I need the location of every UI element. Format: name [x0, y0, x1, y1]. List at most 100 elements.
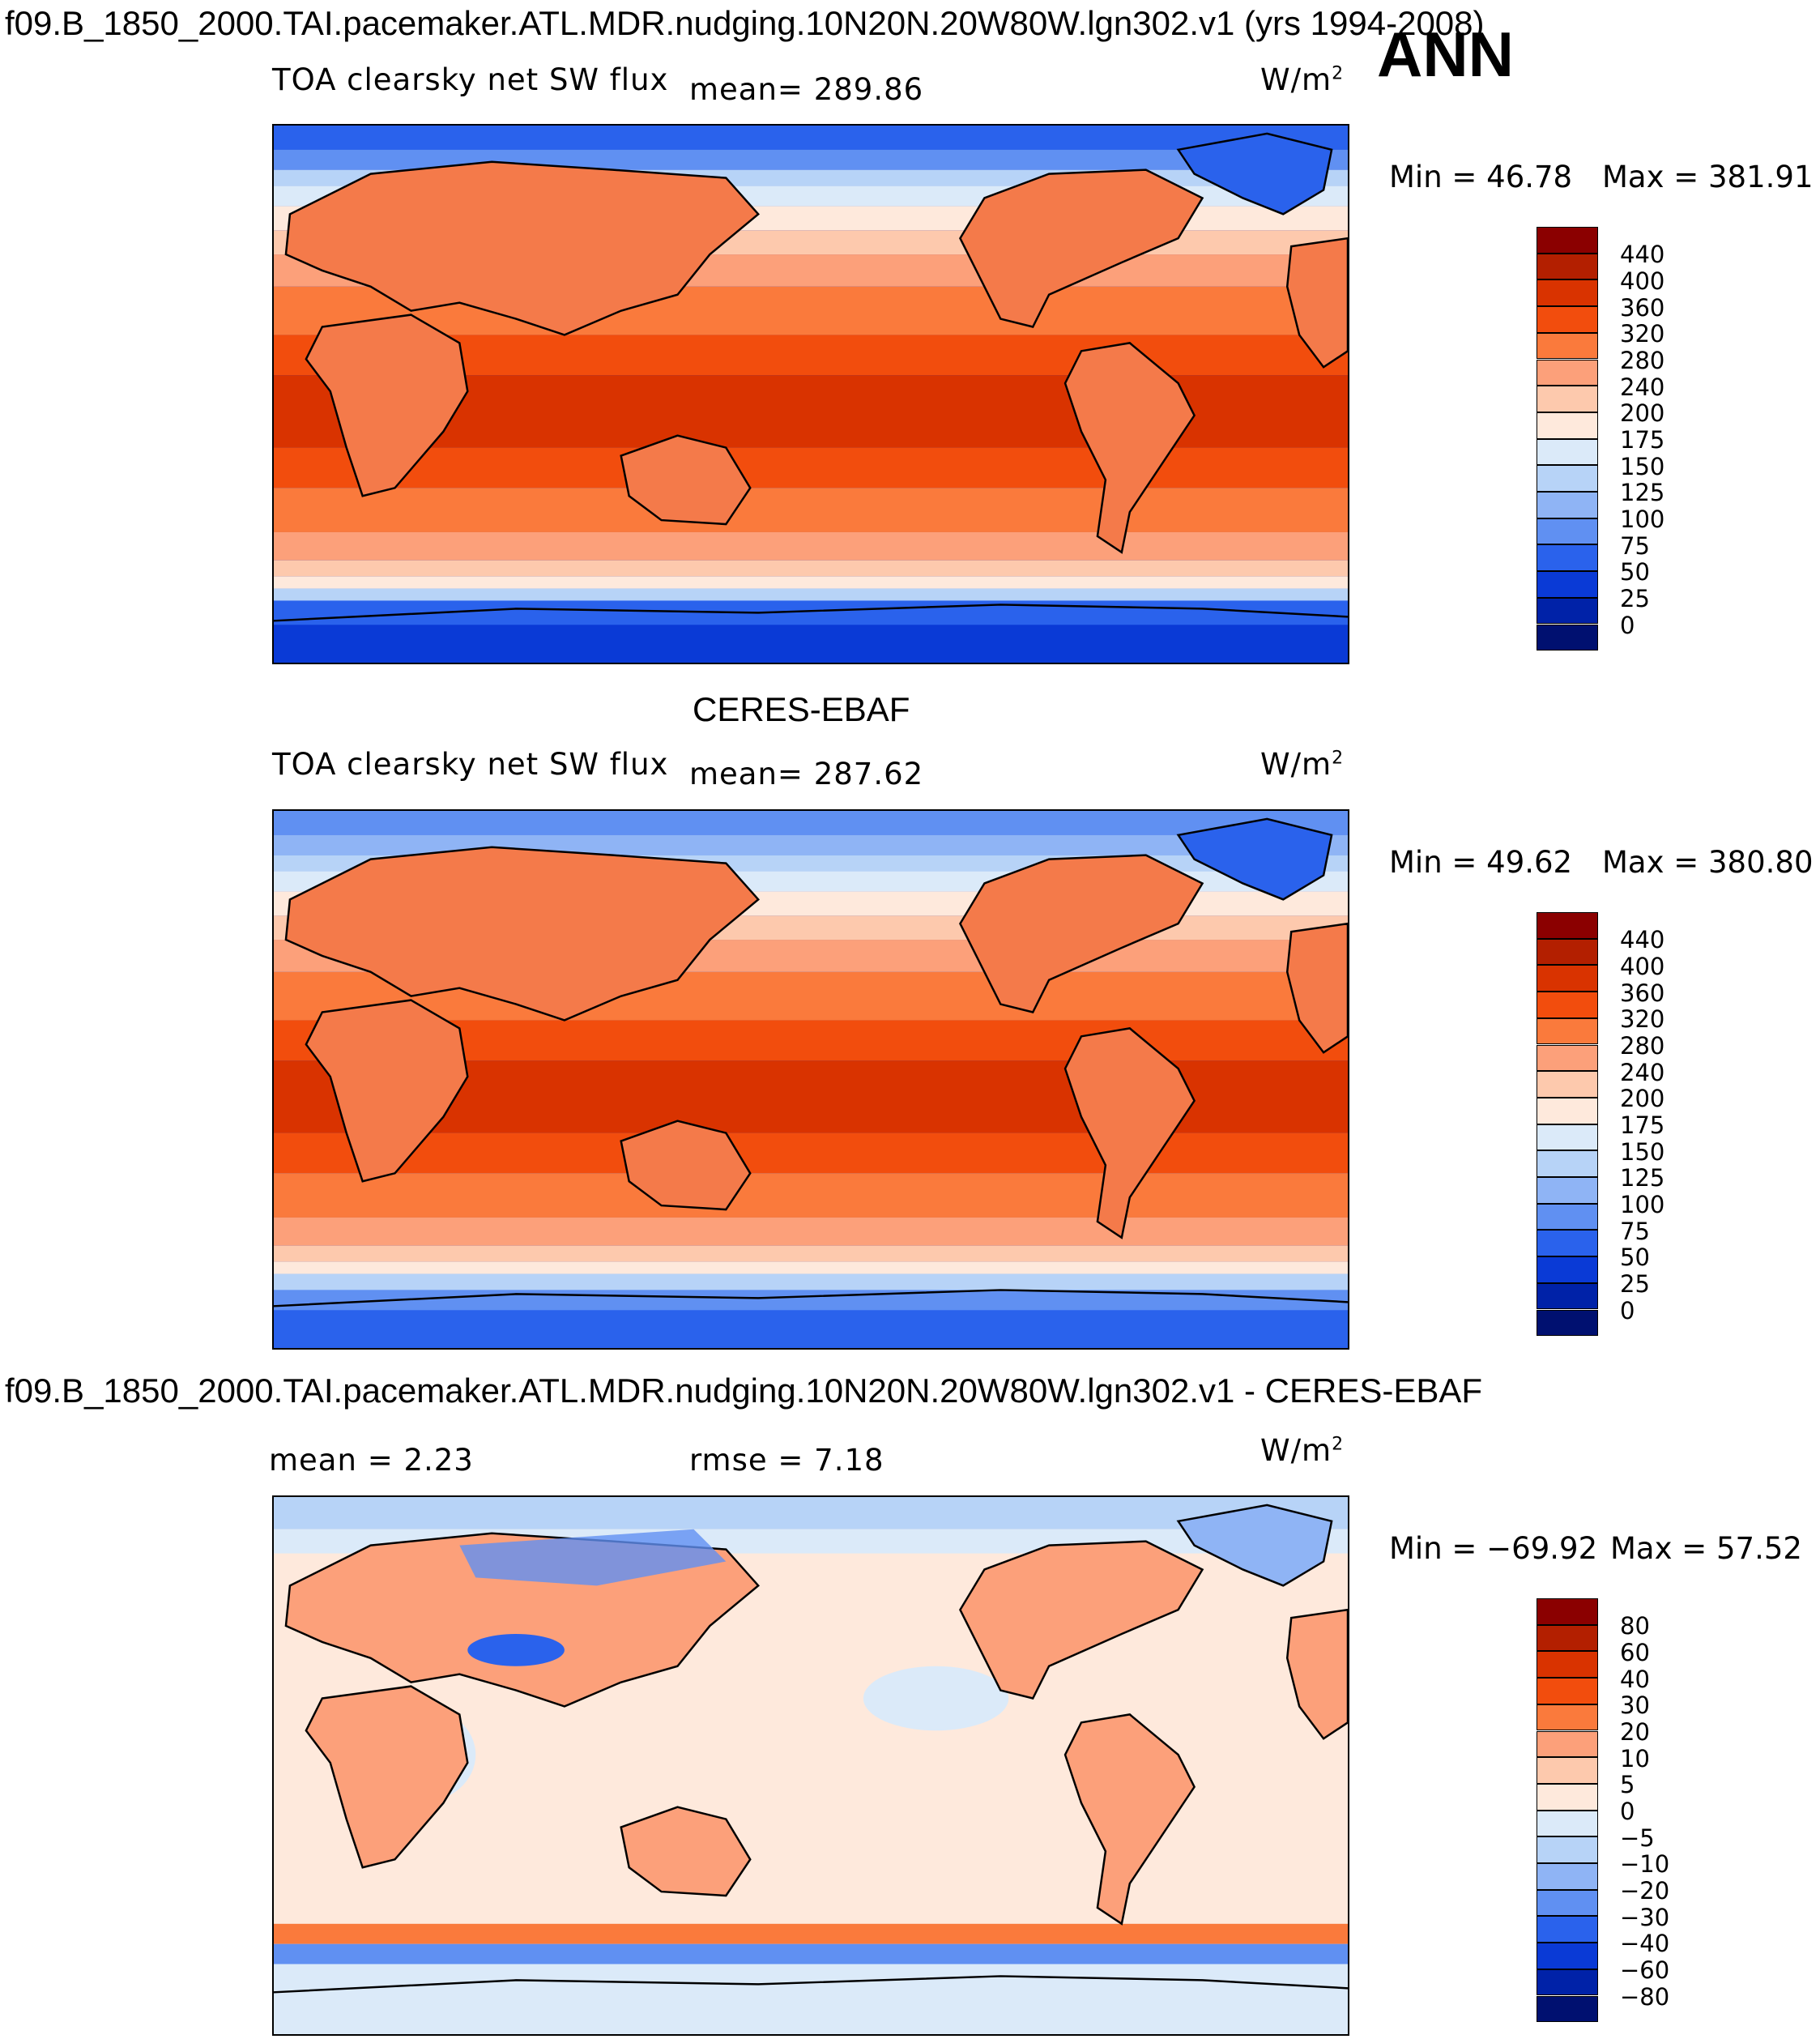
- cbar-label: −60: [1620, 1956, 1670, 1984]
- diff-mean: mean = 2.23: [269, 1443, 474, 1478]
- cbar-label: 320: [1620, 320, 1665, 348]
- colorbar-segment: [1537, 1678, 1598, 1704]
- colorbar-segment: [1537, 624, 1598, 651]
- model-min: Min = 46.78: [1389, 160, 1573, 194]
- cbar-label: 175: [1620, 426, 1665, 454]
- cbar-label: 50: [1620, 1243, 1650, 1271]
- cbar-label: 0: [1620, 1798, 1635, 1825]
- cbar-label: 30: [1620, 1691, 1650, 1719]
- cbar-label: −5: [1620, 1824, 1655, 1852]
- cbar-label: 200: [1620, 399, 1665, 427]
- colorbar-segment: [1537, 359, 1598, 386]
- cbar-label: 150: [1620, 1138, 1665, 1166]
- colorbar-segment: [1537, 1150, 1598, 1177]
- cbar-label: 0: [1620, 612, 1635, 639]
- colorbar-segment: [1537, 412, 1598, 439]
- cbar-label: 5: [1620, 1771, 1635, 1798]
- colorbar-segment: [1537, 912, 1598, 939]
- colorbar-segment: [1537, 1836, 1598, 1863]
- colorbar-segment: [1537, 1943, 1598, 1969]
- cbar-label: 360: [1620, 294, 1665, 322]
- colorbar-segment: [1537, 1097, 1598, 1124]
- colorbar-segment: [1537, 438, 1598, 466]
- colorbar-segment: [1537, 465, 1598, 492]
- season-label: ANN: [1377, 19, 1514, 90]
- cbar-label: 125: [1620, 479, 1665, 506]
- cbar-label: 280: [1620, 1032, 1665, 1060]
- cbar-label: −30: [1620, 1904, 1670, 1931]
- cbar-label: 240: [1620, 1059, 1665, 1086]
- cbar-label: 400: [1620, 953, 1665, 980]
- colorbar-segment: [1537, 1783, 1598, 1811]
- colorbar-segment: [1537, 1017, 1598, 1045]
- colorbar-segment: [1537, 518, 1598, 545]
- colorbar-segment: [1537, 1704, 1598, 1731]
- cbar-label: 10: [1620, 1745, 1650, 1772]
- colorbar-segment: [1537, 1916, 1598, 1943]
- colorbar-segment: [1537, 1810, 1598, 1837]
- diff-rmse: rmse = 7.18: [689, 1443, 884, 1478]
- colorbar-segment: [1537, 1624, 1598, 1652]
- obs-colorbar: [1537, 912, 1598, 1337]
- obs-dataset-title: CERES-EBAF: [693, 690, 910, 728]
- cbar-label: 320: [1620, 1005, 1665, 1033]
- cbar-label: 75: [1620, 1218, 1650, 1245]
- diff-title: f09.B_1850_2000.TAI.pacemaker.ATL.MDR.nu…: [5, 1371, 1483, 1410]
- colorbar-segment: [1537, 1230, 1598, 1257]
- obs-min: Min = 49.62: [1389, 845, 1573, 880]
- cbar-label: 100: [1620, 1191, 1665, 1218]
- obs-units: W/m2: [1260, 747, 1345, 782]
- diff-map: [272, 1495, 1349, 2036]
- diff-colorbar: [1537, 1598, 1598, 2023]
- diff-units: W/m2: [1260, 1433, 1345, 1468]
- colorbar-segment: [1537, 1730, 1598, 1758]
- model-map: [272, 124, 1349, 664]
- diff-min: Min = −69.92: [1389, 1531, 1598, 1566]
- colorbar-segment: [1537, 597, 1598, 625]
- colorbar-segment: [1537, 1124, 1598, 1151]
- colorbar-segment: [1537, 386, 1598, 412]
- obs-variable-label: TOA clearsky net SW flux: [272, 747, 669, 782]
- colorbar-segment: [1537, 1282, 1598, 1310]
- cbar-label: 25: [1620, 1270, 1650, 1298]
- obs-max: Max = 380.80: [1602, 845, 1814, 880]
- cbar-label: 440: [1620, 241, 1665, 268]
- colorbar-segment: [1537, 279, 1598, 307]
- colorbar-segment: [1537, 1995, 1598, 2023]
- cbar-label: 60: [1620, 1639, 1650, 1666]
- cbar-label: −10: [1620, 1850, 1670, 1878]
- cbar-label: −80: [1620, 1983, 1670, 2011]
- colorbar-segment: [1537, 965, 1598, 992]
- model-units: W/m2: [1260, 62, 1345, 97]
- colorbar-segment: [1537, 571, 1598, 598]
- cbar-label: 360: [1620, 979, 1665, 1007]
- colorbar-segment: [1537, 1203, 1598, 1231]
- cbar-label: −20: [1620, 1877, 1670, 1905]
- cbar-label: 80: [1620, 1612, 1650, 1640]
- cbar-label: 200: [1620, 1085, 1665, 1112]
- colorbar-segment: [1537, 1969, 1598, 1996]
- diff-max: Max = 57.52: [1610, 1531, 1802, 1566]
- cbar-label: 240: [1620, 373, 1665, 401]
- cbar-label: 125: [1620, 1164, 1665, 1192]
- colorbar-segment: [1537, 1177, 1598, 1204]
- cbar-label: 0: [1620, 1297, 1635, 1324]
- cbar-label: 440: [1620, 926, 1665, 953]
- colorbar-segment: [1537, 1044, 1598, 1072]
- colorbar-segment: [1537, 1889, 1598, 1917]
- colorbar-segment: [1537, 1309, 1598, 1337]
- colorbar-segment: [1537, 1071, 1598, 1098]
- cbar-label: 25: [1620, 585, 1650, 612]
- cbar-label: 100: [1620, 505, 1665, 533]
- model-colorbar: [1537, 227, 1598, 651]
- colorbar-segment: [1537, 544, 1598, 572]
- colorbar-segment: [1537, 1863, 1598, 1890]
- cbar-label: 20: [1620, 1718, 1650, 1746]
- colorbar-segment: [1537, 306, 1598, 333]
- figure-title: f09.B_1850_2000.TAI.pacemaker.ATL.MDR.nu…: [5, 4, 1485, 42]
- cbar-label: 40: [1620, 1666, 1650, 1693]
- colorbar-segment: [1537, 227, 1598, 254]
- colorbar-segment: [1537, 253, 1598, 280]
- colorbar-segment: [1537, 492, 1598, 518]
- model-mean: mean= 289.86: [689, 72, 924, 107]
